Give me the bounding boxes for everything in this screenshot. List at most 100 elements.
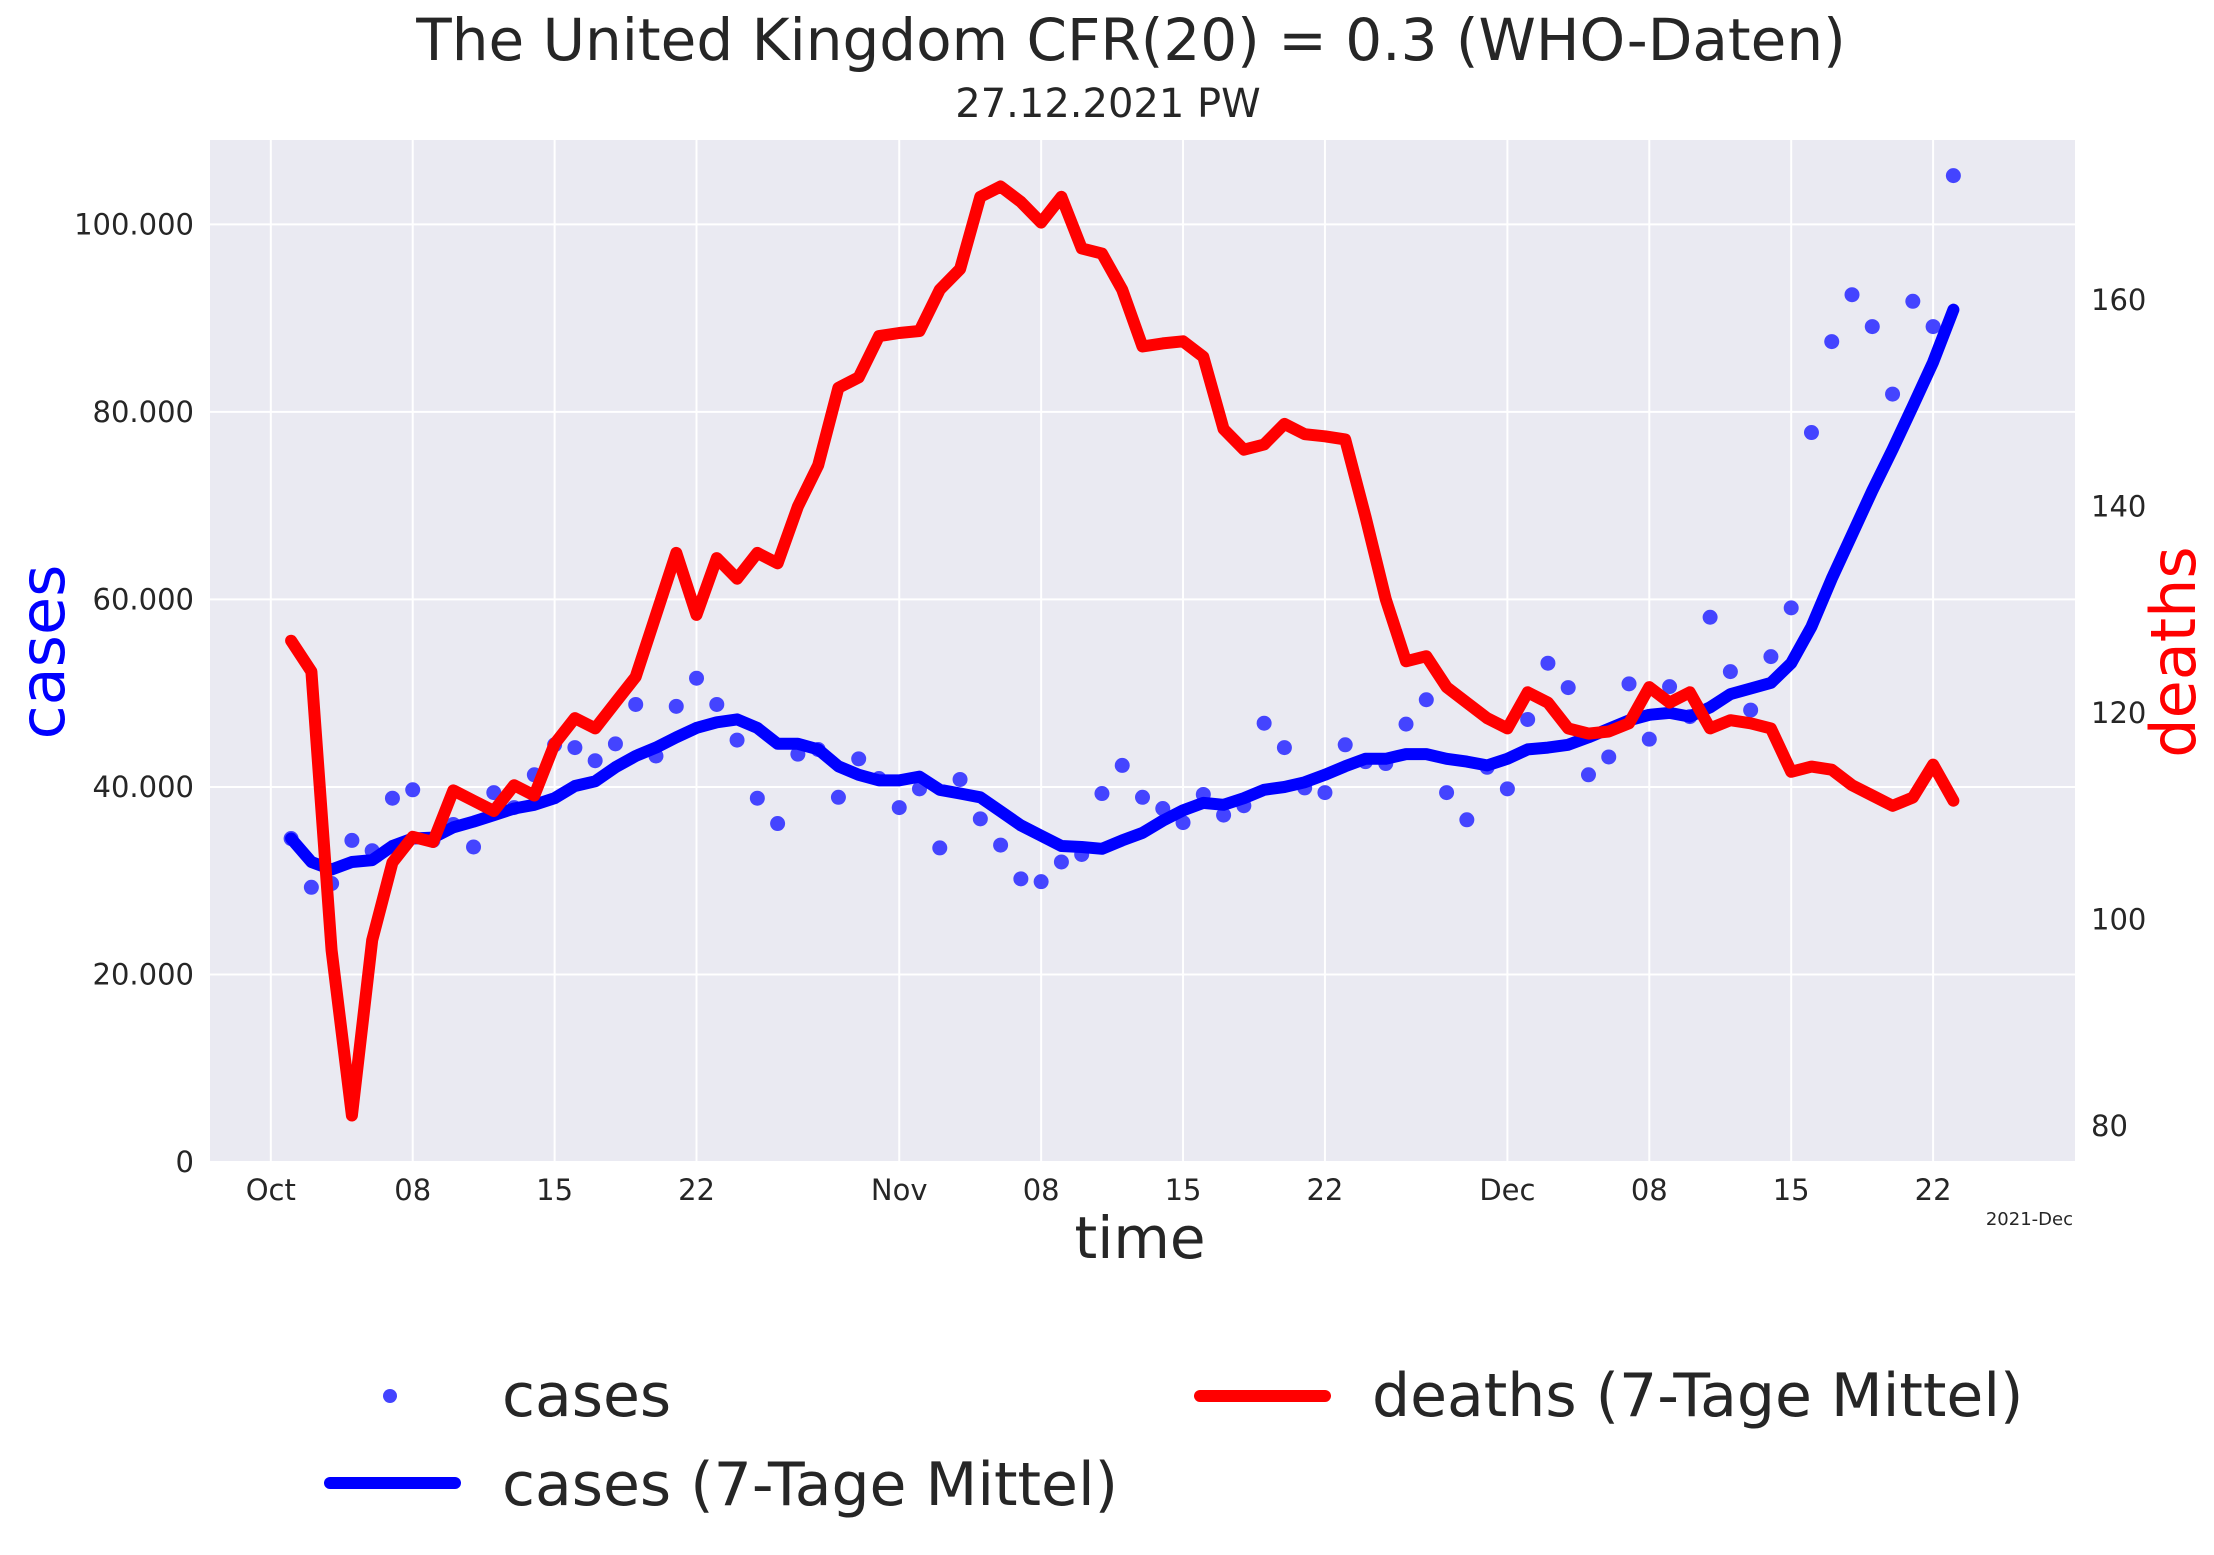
y-right-tick-label: 80 [2091,1109,2128,1143]
cases-point [466,839,482,855]
cases-point [830,789,846,805]
y-left-tick-label: 60.000 [93,582,194,616]
left-y-axis-label: cases [6,565,79,740]
cases-point [972,811,988,827]
legend-cases-avg-label: cases (7-Tage Mittel) [502,1450,1118,1520]
cases-point [1337,737,1353,753]
cases-point [952,771,968,787]
cases-point [689,670,705,686]
right-y-axis: 80 100 120 140 160 [2091,283,2146,1143]
legend-cases-label: cases [502,1361,671,1431]
x-tick-label: 15 [536,1173,573,1207]
cases-point [384,790,400,806]
x-tick-label: 08 [394,1173,431,1207]
legend: cases cases (7-Tage Mittel) deaths (7-Ta… [324,1361,2023,1520]
cases-point [1114,757,1130,773]
cases-point [1905,293,1921,309]
cases-point [1520,711,1536,727]
cases-point [1033,874,1049,890]
x-tick-label: 08 [1023,1173,1060,1207]
cases-point [1216,807,1232,823]
cases-point [891,800,907,816]
deaths-avg-line [285,180,1960,1122]
cases-point [1763,649,1779,665]
cases-point [1743,702,1759,718]
x-tick-label: Dec [1479,1173,1535,1207]
right-y-axis-label: deaths [2137,546,2210,757]
x-tick-label: 15 [1773,1173,1810,1207]
chart-title: The United Kingdom CFR(20) = 0.3 (WHO-Da… [415,6,1845,74]
cases-point [1459,812,1475,828]
cases-point [1418,692,1434,708]
cases-avg-path [285,303,1960,876]
deaths-avg-path [285,180,1960,1122]
cases-point [1945,168,1961,184]
cases-point [567,740,583,756]
cases-point [1641,731,1657,747]
cases-point [1621,676,1637,692]
cases-point [993,837,1009,853]
cases-point [1094,786,1110,802]
cases-point [1276,740,1292,756]
plot-area [210,140,2075,1162]
cases-point [587,753,603,769]
legend-cases-marker [383,1389,397,1403]
cases-point [628,696,644,712]
cases-point [729,732,745,748]
cases-point [709,696,725,712]
y-right-tick-label: 120 [2091,696,2146,730]
cases-point [770,816,786,832]
y-right-tick-label: 160 [2091,283,2146,317]
y-right-tick-label: 140 [2091,489,2146,523]
x-tick-label: 22 [1306,1173,1343,1207]
y-left-tick-label: 0 [176,1145,194,1179]
cases-point [607,736,623,752]
x-axis: Oct 08 15 22 Nov 08 15 22 Dec 08 15 22 [246,1173,1952,1207]
x-axis-label: time [1074,1204,1205,1272]
x-tick-label: Oct [246,1173,296,1207]
cases-point [749,790,765,806]
cases-avg-line [285,303,1960,876]
cases-point [1256,715,1272,731]
cases-point [1013,871,1029,887]
cases-point [1803,425,1819,441]
cases-point [1580,767,1596,783]
cases-point [1601,749,1617,765]
cases-point [1135,789,1150,805]
cases-point [1662,679,1678,695]
cases-point [1398,716,1414,732]
x-tick-label: 22 [1915,1173,1952,1207]
cases-point [1540,655,1556,671]
left-y-axis: 0 20.000 40.000 60.000 80.000 100.000 [74,207,194,1179]
y-right-tick-label: 100 [2091,902,2146,936]
cases-point [486,785,502,801]
cases-point [1783,600,1799,616]
y-left-tick-label: 80.000 [93,395,194,429]
cases-point [1702,609,1718,625]
cases-point [1844,287,1860,303]
cases-point [1317,785,1333,801]
cases-point [1864,319,1880,335]
chart-subtitle: 27.12.2021 PW [955,81,1260,127]
cases-point [1053,854,1069,870]
cases-point [1722,664,1738,680]
cases-point [1885,386,1901,402]
cases-point [932,840,948,856]
cases-point [1824,334,1840,350]
y-left-tick-label: 20.000 [93,957,194,991]
cases-point [344,832,360,848]
y-left-tick-label: 100.000 [74,207,194,241]
cases-point [303,879,319,895]
x-offset-label: 2021-Dec [1986,1209,2073,1230]
x-tick-label: Nov [871,1173,928,1207]
cases-point [1925,319,1941,335]
legend-deaths-avg-label: deaths (7-Tage Mittel) [1372,1361,2023,1431]
x-tick-label: 08 [1631,1173,1668,1207]
x-tick-label: 15 [1165,1173,1202,1207]
cases-point [1560,680,1576,696]
cases-point [405,782,421,798]
cases-point [1499,781,1515,797]
y-left-tick-label: 40.000 [93,770,194,804]
x-tick-label: 22 [678,1173,715,1207]
